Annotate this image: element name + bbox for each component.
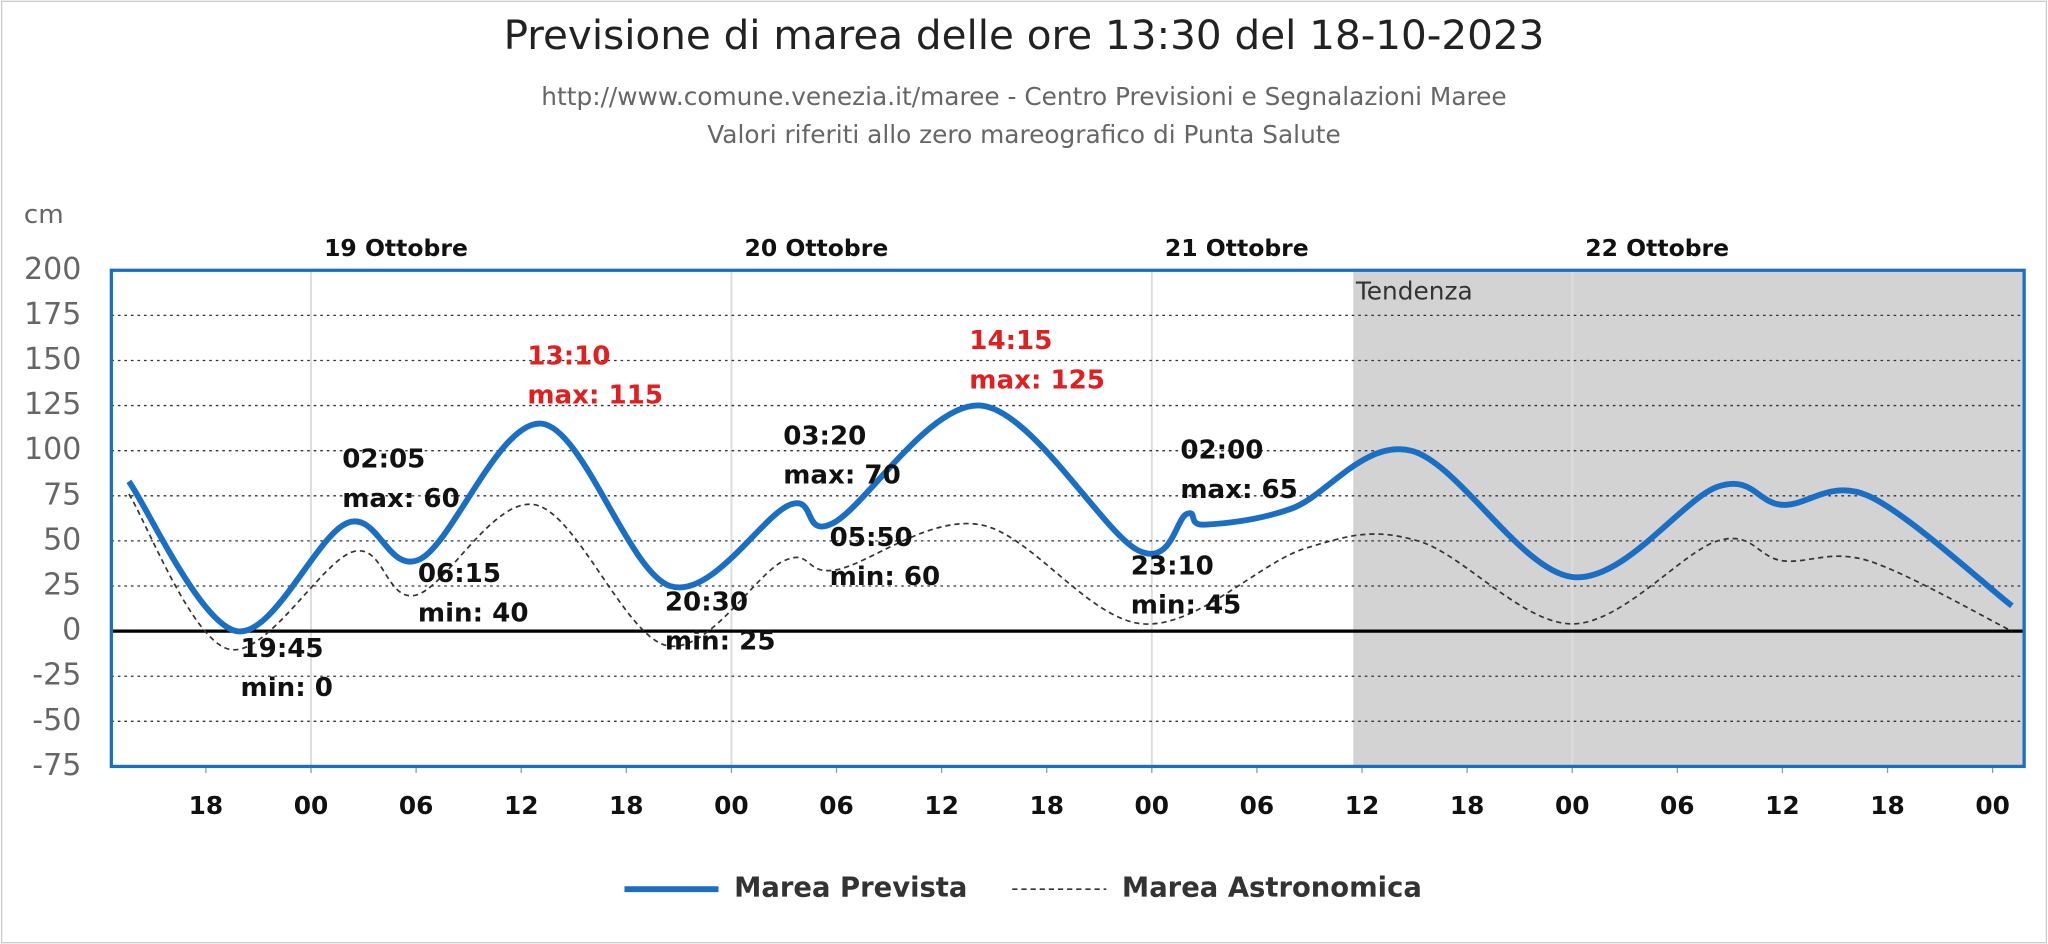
- annotation: 14:15: [969, 326, 1052, 356]
- y-tick-label: 175: [24, 297, 81, 332]
- x-tick-label: 18: [1450, 791, 1485, 820]
- annotation: 06:15: [418, 559, 501, 589]
- legend-label: Marea Prevista: [734, 873, 967, 904]
- annotation: max: 115: [527, 381, 663, 411]
- x-tick-label: 06: [819, 791, 854, 820]
- annotation: 23:10: [1131, 551, 1214, 581]
- subtitle: http://www.comune.venezia.it/maree - Cen…: [541, 82, 1506, 111]
- y-tick-label: -25: [32, 658, 81, 693]
- y-tick-label: 50: [43, 522, 81, 557]
- annotation: 03:20: [783, 421, 866, 451]
- day-label: 19 Ottobre: [324, 234, 468, 262]
- annotation: max: 70: [783, 461, 901, 491]
- x-tick-label: 18: [189, 791, 224, 820]
- y-tick-label: 75: [43, 477, 81, 512]
- annotation: 20:30: [665, 587, 748, 617]
- y-tick-label: 150: [24, 342, 81, 377]
- series-line: [128, 493, 2013, 651]
- y-tick-label: 0: [62, 613, 81, 648]
- annotation: 19:45: [240, 634, 323, 664]
- x-tick-label: 06: [1240, 791, 1275, 820]
- y-tick-label: 125: [24, 387, 81, 422]
- x-tick-label: 12: [1765, 791, 1800, 820]
- y-tick-label: 25: [43, 568, 81, 603]
- x-tick-label: 12: [504, 791, 539, 820]
- annotation: 13:10: [527, 342, 610, 372]
- annotation: min: 45: [1131, 591, 1242, 621]
- annotation: min: 60: [830, 562, 941, 592]
- annotation: max: 60: [342, 484, 460, 514]
- x-tick-label: 18: [609, 791, 644, 820]
- subtitle: Valori riferiti allo zero mareografico d…: [707, 120, 1341, 149]
- y-tick-label: -75: [32, 748, 81, 783]
- x-tick-label: 00: [1555, 791, 1590, 820]
- series-line: [126, 402, 2014, 635]
- annotation: min: 25: [665, 627, 776, 657]
- x-tick-label: 00: [294, 791, 329, 820]
- legend-label: Marea Astronomica: [1122, 873, 1422, 904]
- y-tick-label: 100: [24, 432, 81, 467]
- y-tick-label: -50: [32, 703, 81, 738]
- annotation: min: 0: [240, 673, 332, 703]
- day-label: 20 Ottobre: [744, 234, 888, 262]
- x-tick-label: 06: [1660, 791, 1695, 820]
- annotation: 02:00: [1180, 436, 1263, 466]
- x-tick-label: 00: [1135, 791, 1170, 820]
- annotation: 02:05: [342, 445, 425, 475]
- x-tick-label: 12: [924, 791, 959, 820]
- tendenza-label: Tendenza: [1355, 276, 1473, 305]
- annotation: max: 65: [1180, 475, 1298, 505]
- x-tick-label: 18: [1870, 791, 1905, 820]
- tendenza-area: [1353, 270, 2025, 767]
- x-tick-label: 00: [714, 791, 749, 820]
- y-axis-label: cm: [24, 200, 64, 230]
- x-tick-label: 18: [1029, 791, 1064, 820]
- day-label: 22 Ottobre: [1585, 234, 1729, 262]
- day-label: 21 Ottobre: [1165, 234, 1309, 262]
- annotation: min: 40: [418, 598, 529, 628]
- plot-border: [109, 268, 2026, 769]
- x-tick-label: 06: [399, 791, 434, 820]
- chart-title: Previsione di marea delle ore 13:30 del …: [504, 11, 1545, 59]
- x-tick-label: 00: [1975, 791, 2010, 820]
- x-tick-label: 12: [1345, 791, 1380, 820]
- y-tick-label: 200: [24, 252, 81, 287]
- annotation: max: 125: [969, 365, 1105, 395]
- annotation: 05:50: [830, 523, 913, 553]
